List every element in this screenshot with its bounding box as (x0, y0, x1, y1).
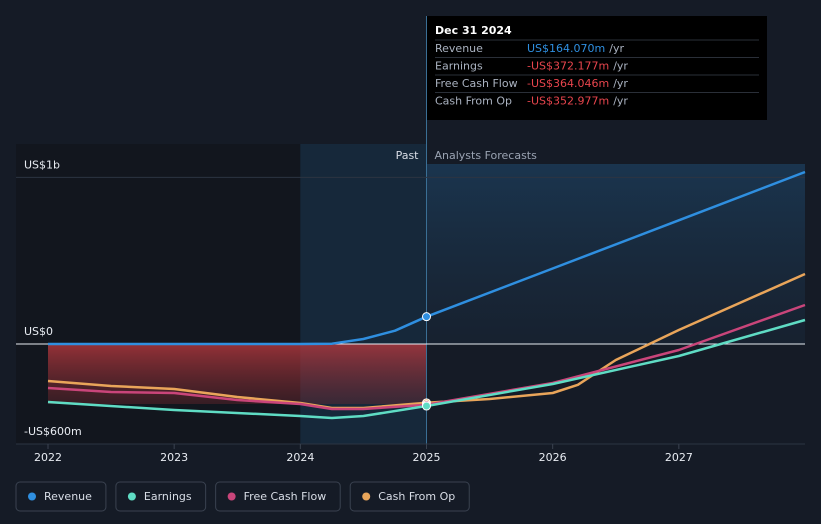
legend-item[interactable]: Earnings (115, 481, 207, 512)
x-tick-label: 2024 (286, 451, 314, 464)
x-tick-label: 2025 (413, 451, 441, 464)
series-line (48, 170, 806, 346)
legend-swatch (28, 492, 36, 501)
legend-item[interactable]: Cash From Op (349, 481, 470, 512)
tooltip-label: Cash From Op (435, 95, 512, 108)
legend-label: Earnings (144, 490, 192, 503)
series-lines (47, 170, 806, 420)
tooltip-suffix: /yr (613, 60, 628, 73)
tooltip-suffix: /yr (609, 42, 624, 55)
tooltip-label: Revenue (435, 42, 483, 55)
tooltip-label: Earnings (435, 60, 483, 73)
legend-swatch (127, 492, 136, 501)
tooltip-date: Dec 31 2024 (435, 24, 512, 37)
x-tick-label: 2023 (160, 451, 188, 464)
legend-item[interactable]: Revenue (15, 481, 107, 512)
tooltip-suffix: /yr (613, 77, 628, 90)
background (16, 16, 805, 444)
legend-button[interactable] (349, 481, 470, 512)
tooltip: Dec 31 2024 Revenue US$164.070m/yr Earnings… (427, 16, 767, 120)
forecast-label: Analysts Forecasts (435, 149, 538, 162)
grid: US$1b US$0 -US$600m 2022 2023 2024 2025 2026 202… (16, 158, 805, 464)
tooltip-value: US$164.070m (527, 42, 605, 55)
x-tick-label: 2026 (539, 451, 567, 464)
legend-button[interactable] (15, 481, 107, 512)
tooltip-value: -US$364.046m (527, 77, 609, 90)
series-point (422, 401, 431, 411)
legend: Revenue Earnings Free Cash Flow Cash From O… (15, 481, 470, 512)
series-line (47, 318, 806, 420)
tooltip-label: Free Cash Flow (435, 77, 518, 90)
y-tick-label: -US$600m (24, 425, 82, 438)
forecast-fill (426, 164, 805, 344)
series-line (47, 272, 806, 410)
legend-label: Revenue (44, 490, 92, 503)
legend-swatch (227, 492, 236, 501)
x-tick-label: 2027 (665, 451, 693, 464)
y-tick-label: US$1b (24, 158, 60, 171)
tooltip-box (427, 16, 767, 120)
tooltip-value: -US$372.177m (527, 60, 609, 73)
legend-label: Cash From Op (378, 490, 455, 503)
x-tick-label: 2022 (34, 451, 62, 464)
series-point (422, 312, 431, 322)
tooltip-suffix: /yr (613, 95, 628, 108)
negative-past-fill (48, 344, 427, 404)
y-tick-label: US$0 (24, 325, 53, 338)
legend-swatch (362, 492, 371, 501)
series-line (47, 303, 806, 411)
legend-item[interactable]: Free Cash Flow (215, 481, 341, 512)
legend-label: Free Cash Flow (244, 490, 327, 503)
tooltip-value: -US$352.977m (527, 95, 609, 108)
legend-button[interactable] (215, 481, 341, 512)
legend-button[interactable] (115, 481, 207, 512)
past-label: Past (396, 149, 420, 162)
